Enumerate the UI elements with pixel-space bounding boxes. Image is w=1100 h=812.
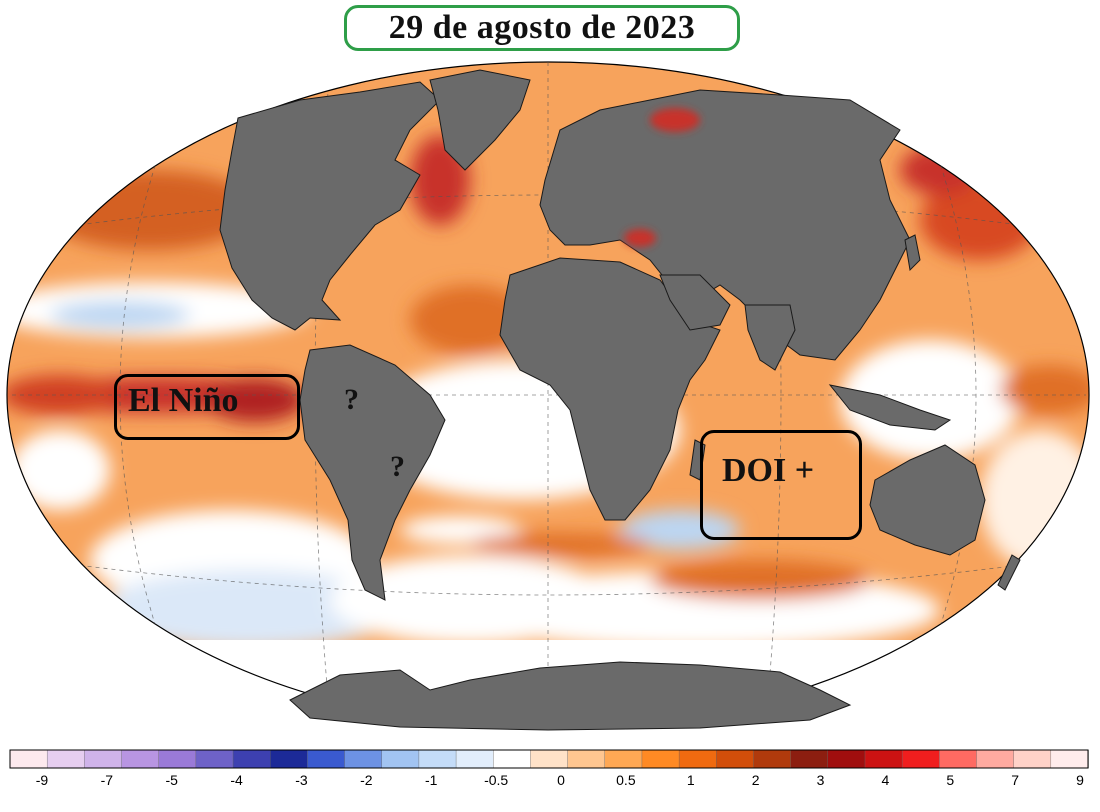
- land-new-zealand: [997, 554, 1021, 591]
- colorbar-tick-label: 0: [557, 772, 565, 788]
- colorbar-cell: [1050, 749, 1089, 769]
- colorbar-cell: [121, 749, 160, 769]
- colorbar: [9, 749, 1089, 769]
- colorbar-tick-label: 9: [1076, 772, 1084, 788]
- question-mark-2: ?: [390, 450, 405, 483]
- title-box: 29 de agosto de 2023: [344, 5, 740, 51]
- colorbar-cell: [270, 749, 309, 769]
- colorbar-cell: [790, 749, 829, 769]
- land-india: [744, 304, 796, 371]
- hotspots: [624, 108, 700, 247]
- el-nino-box: [114, 374, 300, 440]
- colorbar-cell: [864, 749, 903, 769]
- colorbar-cell: [84, 749, 123, 769]
- colorbar-tick-label: 3: [816, 772, 825, 788]
- land-greenland: [429, 69, 531, 171]
- colorbar-tick-label: -0.5: [484, 772, 509, 788]
- colorbar-cell: [493, 749, 532, 769]
- colorbar-cell: [232, 749, 271, 769]
- colorbar-cell: [641, 749, 680, 769]
- map-title: 29 de agosto de 2023: [388, 9, 696, 46]
- el-nino-label: El Niño: [128, 382, 239, 419]
- land-south-america: [299, 344, 446, 601]
- land-arabia: [659, 274, 731, 331]
- colorbar-cell: [604, 749, 643, 769]
- colorbar-tick-label: 2: [751, 772, 760, 788]
- question-mark-1: ?: [344, 383, 359, 416]
- colorbar-cell: [418, 749, 457, 769]
- colorbar-tick-label: -5: [165, 772, 178, 788]
- colorbar-tick-label: 4: [881, 772, 890, 788]
- colorbar-cell: [46, 749, 86, 769]
- colorbar-tick-label: -3: [295, 772, 308, 788]
- colorbar-cell: [827, 749, 866, 769]
- colorbar-tick-label: -7: [100, 772, 114, 788]
- colorbar-tick-label: 1: [686, 772, 695, 788]
- land-eurasia: [539, 89, 911, 361]
- colorbar-cell: [381, 749, 420, 769]
- colorbar-cell: [1013, 749, 1052, 769]
- colorbar-cell: [939, 749, 978, 769]
- colorbar-tick-label: 7: [1011, 772, 1020, 788]
- colorbar-tick-label: -4: [230, 772, 243, 788]
- colorbar-cell: [195, 749, 234, 769]
- land-japan: [904, 234, 921, 272]
- colorbar-cell: [753, 749, 792, 769]
- colorbar-tick-label: -9: [35, 772, 49, 788]
- colorbar-cell: [344, 749, 383, 769]
- colorbar-cell: [9, 749, 48, 769]
- doi-label: DOI +: [722, 452, 815, 489]
- land-layer: [219, 69, 1021, 731]
- colorbar-cell: [307, 749, 346, 769]
- colorbar-tick-label: 5: [946, 772, 955, 788]
- colorbar-cell: [901, 749, 941, 769]
- doi-box: [700, 430, 862, 540]
- colorbar-tick-label: -1: [425, 772, 438, 788]
- colorbar-cell: [716, 749, 755, 769]
- land-indonesia: [828, 384, 952, 431]
- colorbar-cell: [567, 749, 606, 769]
- colorbar-tick-label: -2: [360, 772, 373, 788]
- colorbar-cell: [158, 749, 197, 769]
- colorbar-cell: [976, 749, 1015, 769]
- land-antarctica: [289, 661, 852, 731]
- land-australia: [869, 444, 986, 556]
- colorbar-tick-label: 0.5: [616, 772, 636, 788]
- colorbar-cell: [678, 749, 717, 769]
- colorbar-cell: [530, 749, 569, 769]
- colorbar-cell: [455, 749, 494, 769]
